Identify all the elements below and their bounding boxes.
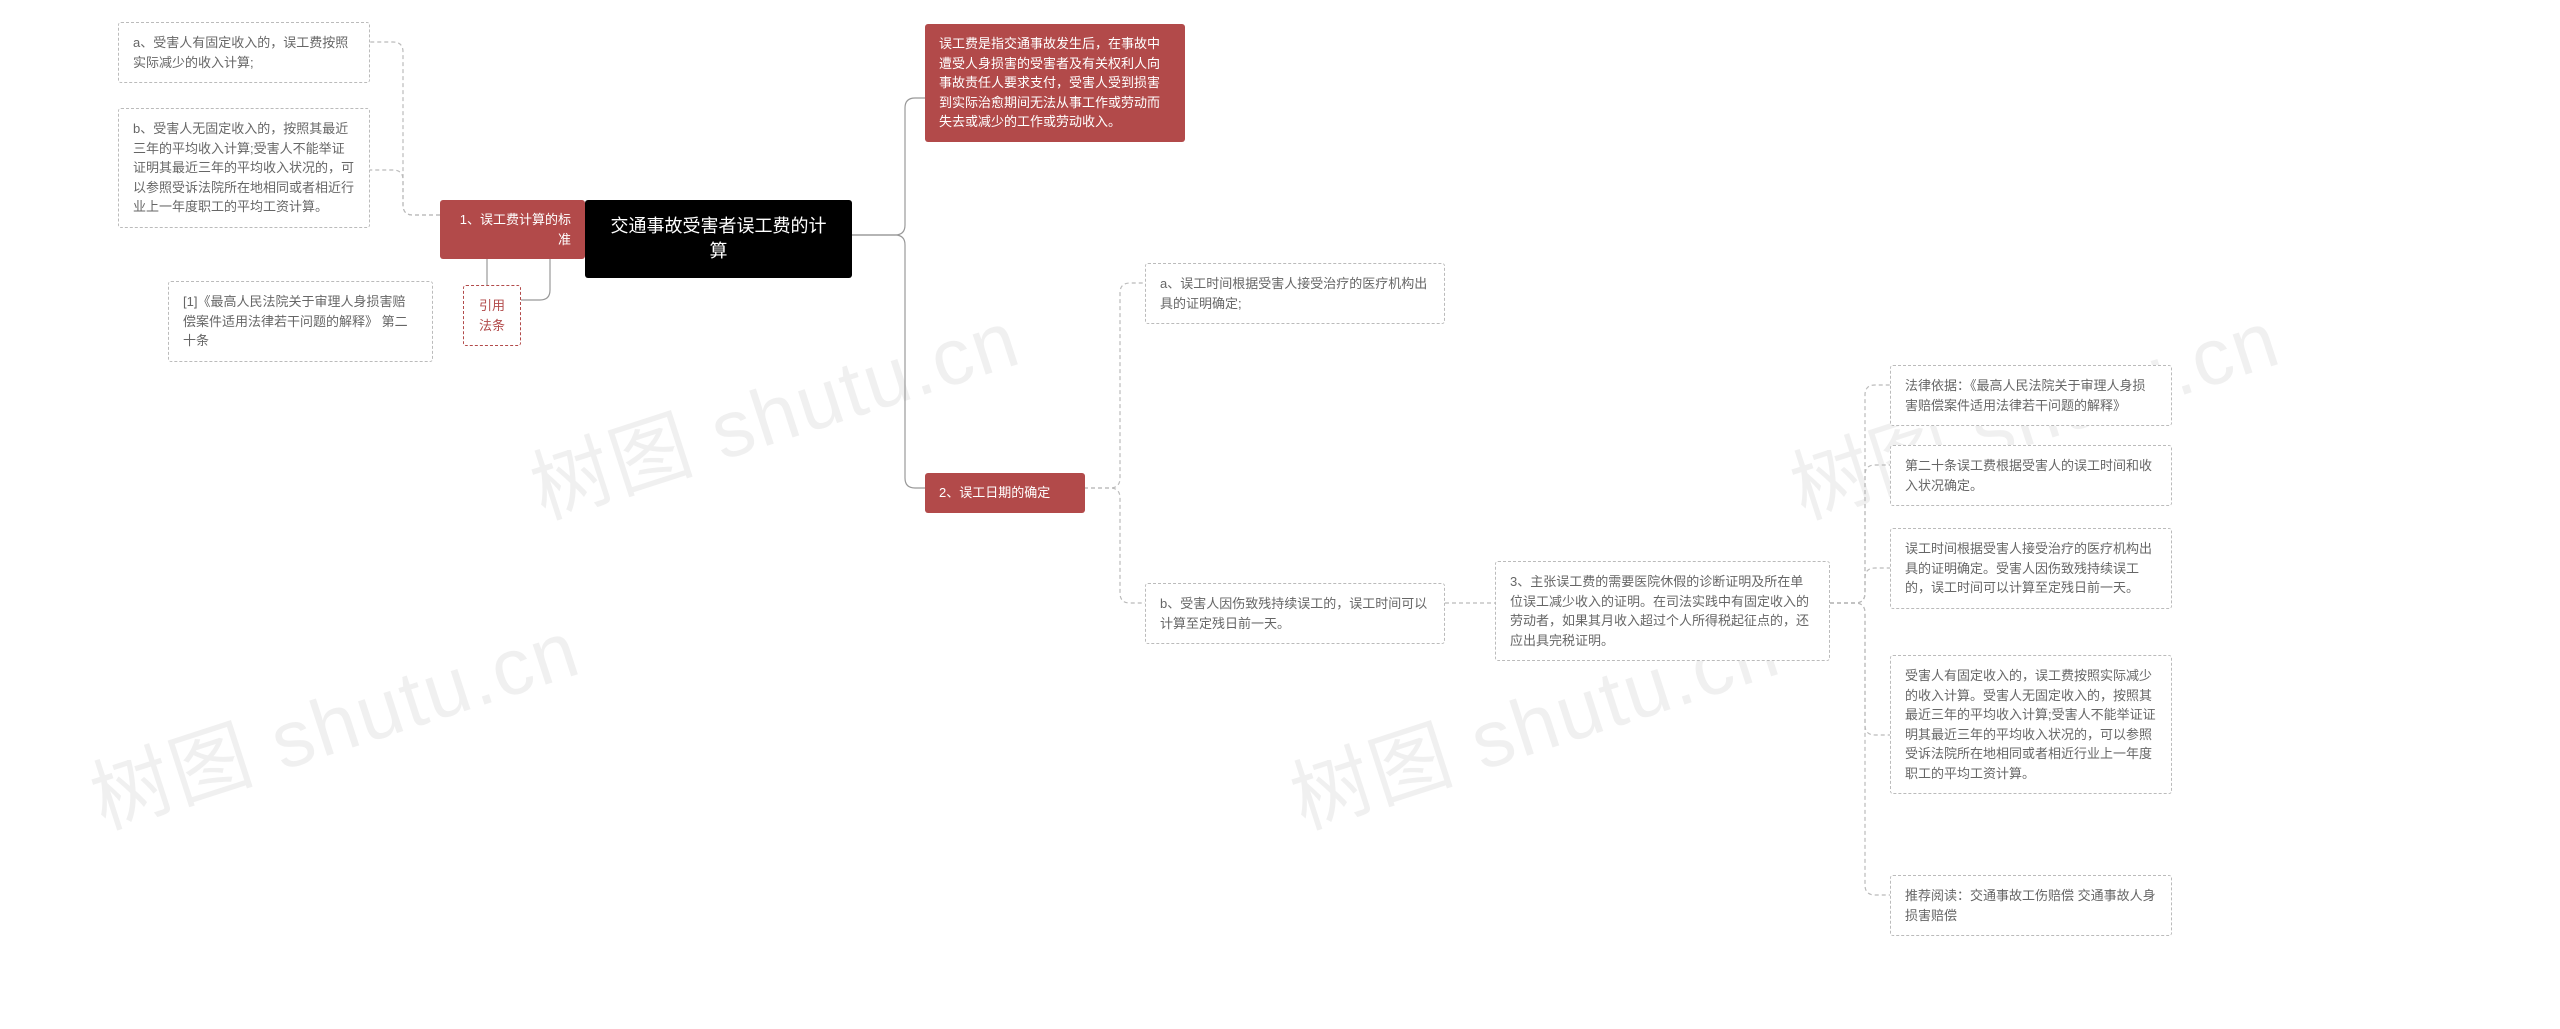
right-d5: 推荐阅读：交通事故工伤赔偿 交通事故人身损害赔偿: [1890, 875, 2172, 936]
right-d4: 受害人有固定收入的，误工费按照实际减少的收入计算。受害人无固定收入的，按照其最近…: [1890, 655, 2172, 794]
right-d2: 第二十条误工费根据受害人的误工时间和收入状况确定。: [1890, 445, 2172, 506]
left-n2a: [1]《最高人民法院关于审理人身损害赔偿案件适用法律若干问题的解释》 第二十条: [168, 281, 433, 362]
right-n2b: b、受害人因伤致残持续误工的，误工时间可以计算至定残日前一天。: [1145, 583, 1445, 644]
root-node: 交通事故受害者误工费的计算: [585, 200, 852, 278]
left-n1a: a、受害人有固定收入的，误工费按照实际减少的收入计算;: [118, 22, 370, 83]
watermark: 树图 shutu.cn: [74, 585, 592, 852]
left-n1b: b、受害人无固定收入的，按照其最近三年的平均收入计算;受害人不能举证证明其最近三…: [118, 108, 370, 228]
connectors: [0, 0, 2560, 1029]
right-d1: 法律依据：《最高人民法院关于审理人身损害赔偿案件适用法律若干问题的解释》: [1890, 365, 2172, 426]
right-n2a: a、误工时间根据受害人接受治疗的医疗机构出具的证明确定;: [1145, 263, 1445, 324]
left-n2: 引用法条: [463, 285, 521, 346]
right-intro: 误工费是指交通事故发生后，在事故中遭受人身损害的受害者及有关权利人向事故责任人要…: [925, 24, 1185, 142]
left-n1: 1、误工费计算的标准: [440, 200, 585, 259]
right-n2: 2、误工日期的确定: [925, 473, 1085, 513]
right-d3: 误工时间根据受害人接受治疗的医疗机构出具的证明确定。受害人因伤致残持续误工的，误…: [1890, 528, 2172, 609]
right-n3: 3、主张误工费的需要医院休假的诊断证明及所在单位误工减少收入的证明。在司法实践中…: [1495, 561, 1830, 661]
